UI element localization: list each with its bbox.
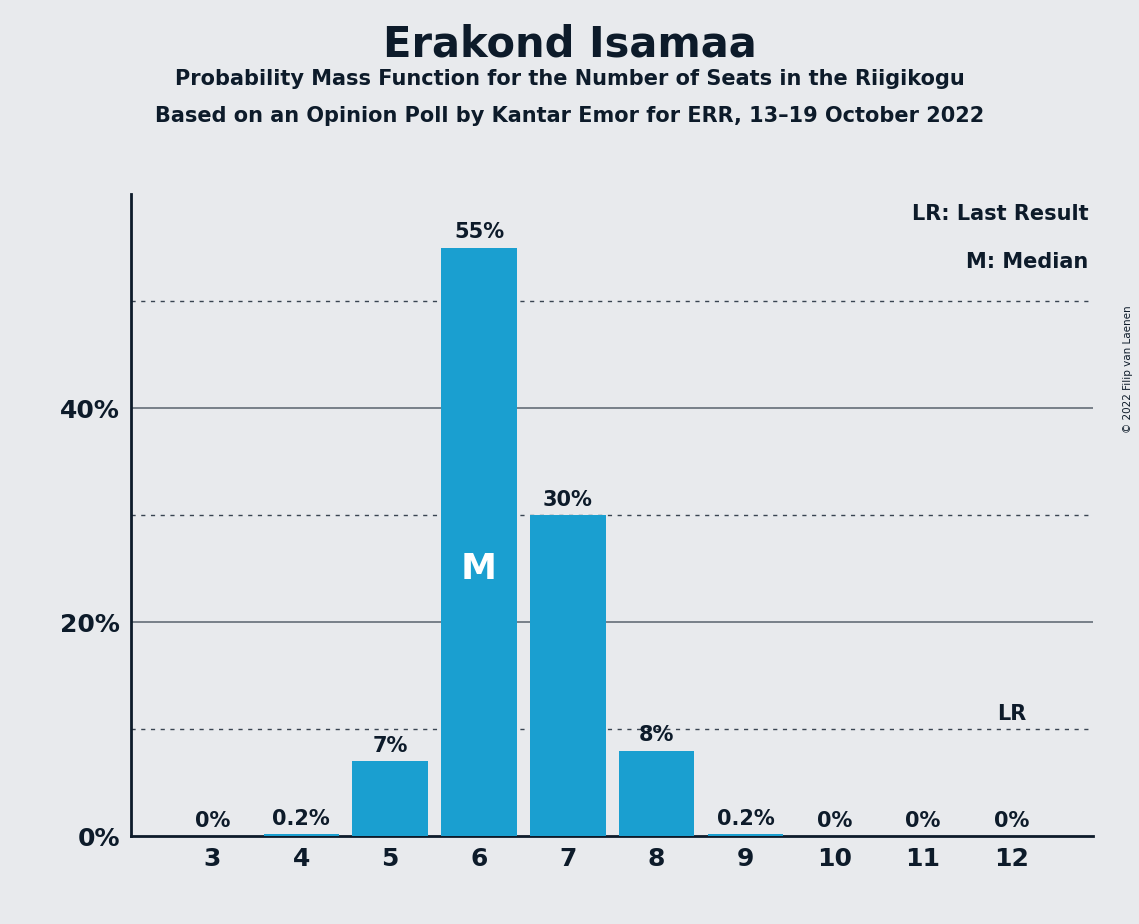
Text: Erakond Isamaa: Erakond Isamaa [383, 23, 756, 65]
Text: 55%: 55% [454, 222, 505, 242]
Text: M: Median: M: Median [966, 252, 1089, 272]
Text: LR: Last Result: LR: Last Result [912, 203, 1089, 224]
Text: LR: LR [998, 704, 1026, 723]
Text: 0.2%: 0.2% [272, 808, 330, 829]
Bar [263, 834, 339, 836]
Text: 0%: 0% [994, 811, 1030, 831]
Text: 30%: 30% [543, 490, 592, 510]
Text: © 2022 Filip van Laenen: © 2022 Filip van Laenen [1123, 306, 1133, 433]
Text: Based on an Opinion Poll by Kantar Emor for ERR, 13–19 October 2022: Based on an Opinion Poll by Kantar Emor … [155, 106, 984, 127]
Text: M: M [461, 552, 497, 586]
Text: 8%: 8% [639, 725, 674, 746]
Text: Probability Mass Function for the Number of Seats in the Riigikogu: Probability Mass Function for the Number… [174, 69, 965, 90]
Text: 0.2%: 0.2% [716, 808, 775, 829]
Text: 0%: 0% [817, 811, 852, 831]
Text: 7%: 7% [372, 736, 408, 756]
Bar [707, 834, 784, 836]
Bar [441, 248, 517, 836]
Text: 0%: 0% [906, 811, 941, 831]
Bar [530, 516, 606, 836]
Bar [352, 761, 428, 836]
Bar [618, 750, 695, 836]
Text: 0%: 0% [195, 811, 230, 831]
